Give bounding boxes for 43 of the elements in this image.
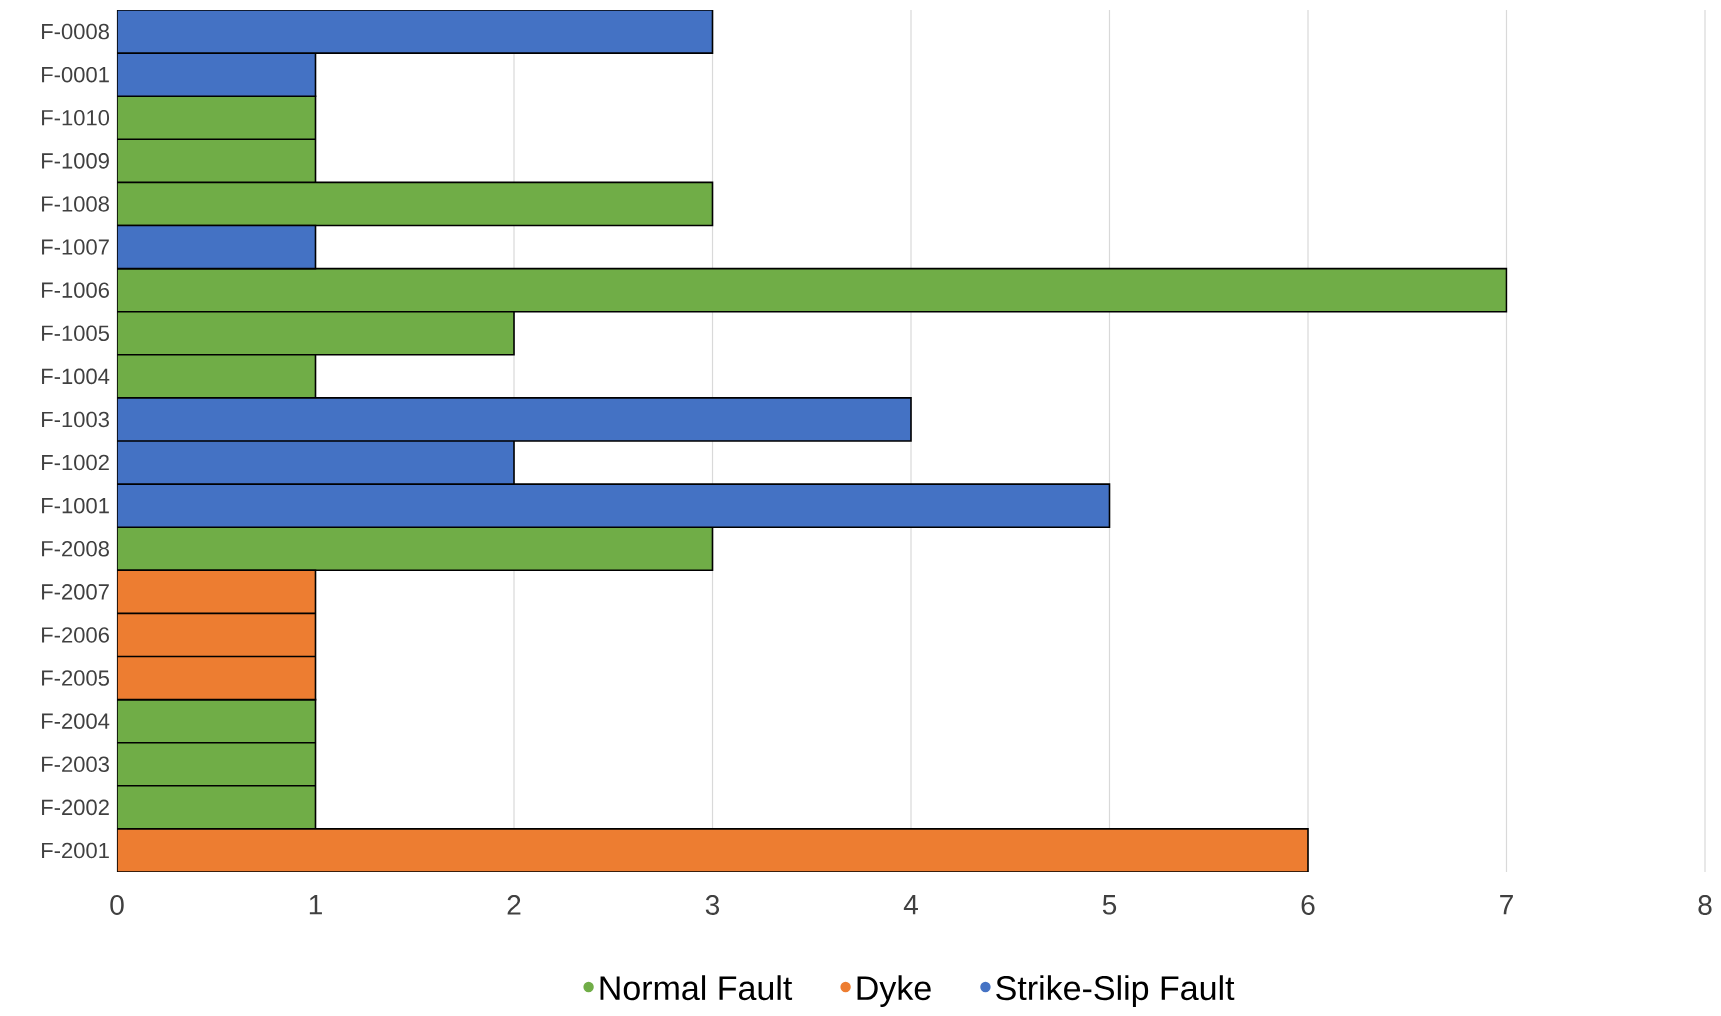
bar: [117, 483, 1111, 528]
bar: [117, 224, 317, 270]
y-tick-label: F-0008: [42, 23, 109, 40]
y-tick-label: F-1001: [42, 497, 109, 514]
y-tick-label: F-2002: [42, 799, 109, 816]
y-tick-label: F-1009: [42, 153, 109, 169]
bar: [117, 354, 317, 399]
y-tick-label: F-2007: [42, 584, 109, 600]
y-tick-label: F-2003: [42, 756, 109, 773]
x-tick-label: 8: [1698, 895, 1712, 915]
bar: [117, 397, 912, 442]
y-tick-label: F-2001: [42, 842, 109, 859]
x-tick-label: 4: [903, 895, 918, 915]
bar: [117, 95, 317, 141]
y-tick-label: F-1010: [42, 109, 110, 126]
x-tick-label: 2: [507, 895, 521, 915]
y-tick-label: F-2006: [42, 627, 109, 643]
x-tick-label: 7: [1500, 895, 1513, 915]
legend-label: Strike-Slip Fault: [996, 975, 1235, 1007]
y-tick-label: F-1007: [42, 239, 109, 255]
bar: [117, 784, 317, 830]
y-tick-label: F-1004: [42, 368, 110, 385]
bar: [117, 526, 714, 572]
legend-label: Dyke: [857, 975, 931, 1007]
y-tick-label: F-0001: [42, 66, 109, 83]
x-tick-label: 0: [110, 895, 124, 915]
x-tick-label: 6: [1301, 895, 1315, 915]
x-tick-label: 3: [705, 895, 720, 915]
y-tick-label: F-2008: [42, 540, 109, 557]
bar: [117, 52, 317, 97]
bar: [117, 828, 1309, 872]
y-tick-label: F-1005: [42, 325, 109, 342]
bar: [117, 440, 515, 485]
legend-label: Normal Fault: [600, 975, 793, 1001]
x-tick-label: 5: [1102, 895, 1117, 915]
y-tick-label: F-1006: [42, 282, 109, 298]
y-tick-label: F-1008: [42, 196, 109, 212]
y-tick-label: F-1003: [42, 411, 109, 428]
x-tick-label: 1: [309, 895, 322, 915]
y-tick-label: F-2005: [42, 670, 109, 686]
y-tick-label: F-2004: [42, 713, 110, 729]
y-tick-label: F-1002: [42, 454, 109, 471]
bar: [117, 10, 714, 54]
